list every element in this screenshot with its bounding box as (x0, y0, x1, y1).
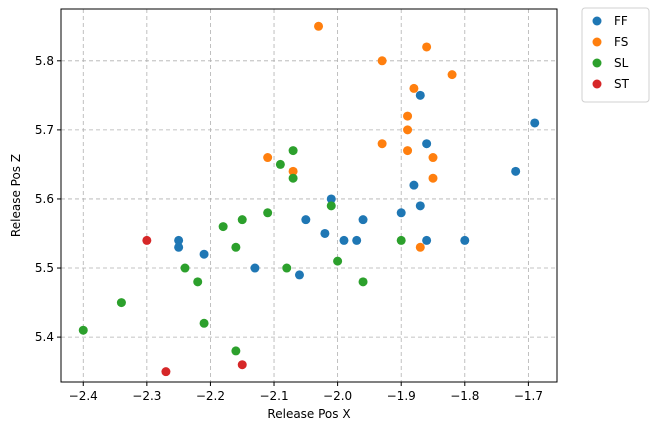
legend-marker-st (592, 79, 602, 89)
point-ff (530, 118, 540, 128)
point-st (237, 360, 247, 370)
point-ff (174, 235, 184, 245)
y-axis-title: Release Pos Z (9, 154, 23, 237)
point-sl (231, 346, 241, 356)
point-sl (180, 263, 190, 273)
point-sl (193, 277, 203, 287)
point-sl (358, 277, 368, 287)
point-sl (288, 146, 298, 156)
legend-label-fs: FS (614, 35, 628, 49)
point-ff (415, 90, 425, 100)
point-sl (116, 298, 126, 308)
x-tick-label: −2.2 (196, 389, 225, 403)
point-ff (326, 194, 336, 204)
point-sl (282, 263, 292, 273)
point-fs (288, 166, 298, 176)
data-points (78, 21, 540, 377)
x-axis-title: Release Pos X (267, 407, 350, 421)
point-ff (460, 235, 470, 245)
point-fs (403, 146, 413, 156)
point-ff (294, 270, 304, 280)
point-fs (415, 242, 425, 252)
point-ff (409, 180, 419, 190)
point-ff (396, 208, 406, 218)
point-ff (415, 201, 425, 211)
legend-marker-fs (592, 37, 602, 47)
point-sl (263, 208, 273, 218)
plot-area-frame (60, 8, 558, 383)
point-ff (301, 215, 311, 225)
x-tick-label: −2.3 (132, 389, 161, 403)
point-ff (199, 249, 209, 259)
point-fs (377, 56, 387, 66)
point-sl (288, 173, 298, 183)
point-fs (377, 139, 387, 149)
point-fs (403, 111, 413, 121)
point-sl (237, 215, 247, 225)
point-ff (511, 166, 521, 176)
point-ff (352, 235, 362, 245)
point-sl (218, 222, 228, 232)
point-sl (231, 242, 241, 252)
x-tick-label: −1.9 (387, 389, 416, 403)
x-tick-label: −1.8 (450, 389, 479, 403)
point-ff (174, 242, 184, 252)
point-fs (263, 153, 273, 163)
point-fs (428, 173, 438, 183)
y-tick-label: 5.8 (35, 54, 54, 68)
point-fs (447, 70, 457, 80)
point-sl (199, 318, 209, 328)
point-ff (250, 263, 260, 273)
x-tick-label: −2.1 (259, 389, 288, 403)
point-sl (275, 159, 285, 169)
y-tick-label: 5.7 (35, 123, 54, 137)
point-sl (396, 235, 406, 245)
point-ff (422, 235, 432, 245)
x-axis: −2.4 −2.3 −2.2 −2.1 −2.0 −1.9 −1.8 −1.7 (69, 382, 543, 403)
point-sl (326, 201, 336, 211)
legend-label-sl: SL (614, 56, 629, 70)
point-ff (358, 215, 368, 225)
point-ff (320, 228, 330, 238)
y-axis: 5.4 5.5 5.6 5.7 5.8 (35, 54, 61, 344)
x-tick-label: −1.7 (514, 389, 543, 403)
point-fs (428, 153, 438, 163)
x-tick-label: −2.0 (323, 389, 352, 403)
x-tick-label: −2.4 (69, 389, 98, 403)
point-fs (314, 21, 324, 31)
point-ff (339, 235, 349, 245)
point-fs (409, 83, 419, 93)
point-sl (78, 325, 88, 335)
legend-label-ff: FF (614, 14, 628, 28)
point-fs (422, 42, 432, 52)
grid-lines (61, 9, 557, 382)
y-tick-label: 5.6 (35, 192, 54, 206)
legend-marker-sl (592, 58, 602, 68)
y-tick-label: 5.5 (35, 261, 54, 275)
legend-box (581, 7, 650, 103)
point-sl (333, 256, 343, 266)
legend-label-st: ST (614, 77, 630, 91)
y-tick-label: 5.4 (35, 330, 54, 344)
point-st (161, 367, 171, 377)
point-st (142, 235, 152, 245)
point-fs (403, 125, 413, 135)
legend: FF FS SL ST (581, 7, 650, 103)
point-ff (422, 139, 432, 149)
legend-marker-ff (592, 16, 602, 26)
